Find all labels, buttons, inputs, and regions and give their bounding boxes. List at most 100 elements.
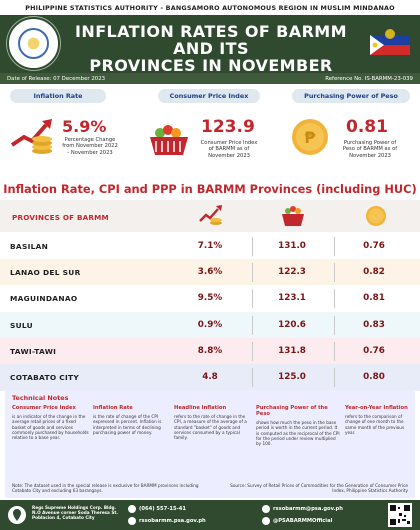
column-divider xyxy=(334,263,335,283)
note-inflation-rate: Inflation Rate is the rate of change of … xyxy=(93,405,171,435)
kpi-ppp-desc: Purchasing Power of Peso of BARMM as of … xyxy=(342,140,398,159)
kpi-cpi-label: Consumer Price Index xyxy=(158,89,260,103)
dataset-note: Note: The dataset used in the special re… xyxy=(12,483,199,494)
release-info-bar: Date of Release: 07 December 2023 Refere… xyxy=(0,73,420,84)
cpi-value: 123.1 xyxy=(278,293,306,304)
peso-coin-icon: ₱ xyxy=(292,119,328,155)
column-divider xyxy=(334,368,335,387)
website-contact[interactable]: rssobarmm.psa.gov.ph xyxy=(128,517,206,525)
facebook-link[interactable]: @PSABARMMOfficial xyxy=(273,518,333,524)
inflation-value: 3.6% xyxy=(197,267,223,278)
kpi-cpi-desc: Consumer Price Index of BARMM as of Nove… xyxy=(200,140,258,159)
facebook-icon xyxy=(262,517,270,525)
note-year-on-year-title: Year-on-Year Inflation xyxy=(345,405,408,411)
rising-arrow-coins-icon xyxy=(10,119,52,154)
ppp-value: 0.76 xyxy=(363,345,385,356)
inflation-value: 4.8 xyxy=(202,372,218,382)
website-link[interactable]: rssobarmm.psa.gov.ph xyxy=(139,518,206,524)
kpi-ppp: Purchasing Power of Peso ₱ 0.81 Purchasi… xyxy=(280,87,420,175)
cpi-value: 125.0 xyxy=(278,372,306,382)
ppp-value: 0.81 xyxy=(363,293,385,304)
kpi-cpi: Consumer Price Index 123.9 Consumer Pric… xyxy=(140,87,280,175)
note-headline-inflation-title: Headline Inflation xyxy=(174,405,227,411)
email-link[interactable]: rssobarmm@psa.gov.ph xyxy=(273,506,343,512)
shopping-basket-icon xyxy=(150,125,188,155)
email-icon xyxy=(262,505,270,513)
kpi-inflation: Inflation Rate 5.9% Percentage Change fr… xyxy=(0,87,140,175)
table-row: BASILAN 7.1% 131.0 0.76 xyxy=(0,233,420,260)
release-date: Date of Release: 07 December 2023 xyxy=(7,75,106,82)
title-line-1: INFLATION RATES OF BARMM AND ITS xyxy=(75,22,347,58)
province-name: LANAO DEL SUR xyxy=(10,268,81,278)
inflation-column-icon xyxy=(199,205,222,225)
table-title: Inflation Rate, CPI and PPP in BARMM Pro… xyxy=(3,182,417,196)
column-divider xyxy=(252,289,253,309)
ppp-column-icon xyxy=(366,206,386,226)
column-divider xyxy=(334,315,335,335)
psa-logo xyxy=(7,17,60,70)
kpi-ppp-label: Purchasing Power of Peso xyxy=(292,89,410,103)
kpi-inflation-label: Inflation Rate xyxy=(10,89,106,103)
ppp-value: 0.76 xyxy=(363,241,385,251)
table-header: PROVINCES OF BARMM xyxy=(0,200,420,232)
agency-banner: PHILIPPINE STATISTICS AUTHORITY - BANGSA… xyxy=(0,0,420,15)
column-divider xyxy=(334,289,335,309)
ppp-value: 0.82 xyxy=(363,267,385,278)
kpi-inflation-value: 5.9% xyxy=(62,117,107,136)
cpi-value: 120.6 xyxy=(278,319,306,330)
phone-contact: (064) 557-15-41 xyxy=(128,505,186,513)
inflation-value: 7.1% xyxy=(197,241,223,251)
kpi-inflation-desc: Percentage Change from November 2022 - N… xyxy=(62,137,118,156)
cpi-value: 131.0 xyxy=(278,241,306,251)
note-inflation-rate-title: Inflation Rate xyxy=(93,405,133,411)
column-divider xyxy=(252,237,253,256)
qr-code-icon[interactable] xyxy=(388,503,412,527)
note-inflation-rate-text: is the rate of change of the CPI express… xyxy=(93,414,162,435)
note-purchasing-power: Purchasing Power of the Peso shows how m… xyxy=(256,405,340,446)
cpi-value: 122.3 xyxy=(278,267,306,278)
footer: Regs Supreme Holdings Corp. Bldg. N.O Av… xyxy=(0,500,420,530)
location-logo-icon xyxy=(8,506,26,524)
note-headline-inflation: Headline Inflation refers to the rate of… xyxy=(174,405,252,440)
reference-number: Reference No. IS-BARMM-23-039 xyxy=(325,75,413,82)
note-cpi-title: Consumer Price Index xyxy=(12,405,76,411)
column-divider xyxy=(252,341,253,361)
province-name: SULU xyxy=(10,320,33,330)
kpi-cpi-value: 123.9 xyxy=(201,117,255,137)
note-headline-inflation-text: refers to the rate of change in the CPI,… xyxy=(174,414,247,441)
column-divider xyxy=(252,368,253,387)
province-column-header: PROVINCES OF BARMM xyxy=(12,213,109,222)
inflation-value: 8.8% xyxy=(197,345,223,356)
technical-notes: Technical Notes Consumer Price Index is … xyxy=(5,390,415,498)
note-purchasing-power-title: Purchasing Power of the Peso xyxy=(256,405,328,417)
table-row: LANAO DEL SUR 3.6% 122.3 0.82 xyxy=(0,259,420,287)
table-row: TAWI-TAWI 8.8% 131.8 0.76 xyxy=(0,337,420,365)
note-cpi: Consumer Price Index is an indicator of … xyxy=(12,405,90,440)
globe-icon xyxy=(128,517,136,525)
province-name: COTABATO CITY xyxy=(10,373,80,382)
philippine-flag-icon xyxy=(370,29,410,55)
technical-notes-title: Technical Notes xyxy=(12,394,69,402)
province-name: MAGUINDANAO xyxy=(10,294,78,304)
phone-icon xyxy=(128,505,136,513)
email-contact[interactable]: rssobarmm@psa.gov.ph xyxy=(262,505,343,513)
ppp-value: 0.83 xyxy=(363,319,385,330)
office-address: Regs Supreme Holdings Corp. Bldg. N.O Av… xyxy=(32,505,118,521)
column-divider xyxy=(252,315,253,335)
note-year-on-year-text: refers to the comparison of change of on… xyxy=(345,414,405,435)
ppp-value: 0.80 xyxy=(363,372,385,382)
facebook-contact[interactable]: @PSABARMMOfficial xyxy=(262,517,332,525)
kpi-ppp-value: 0.81 xyxy=(346,117,388,137)
note-year-on-year: Year-on-Year Inflation refers to the com… xyxy=(345,405,409,435)
column-divider xyxy=(334,341,335,361)
column-divider xyxy=(252,263,253,283)
province-name: BASILAN xyxy=(10,242,49,251)
column-divider xyxy=(334,237,335,256)
phone-number: (064) 557-15-41 xyxy=(139,506,186,512)
cpi-column-icon xyxy=(282,206,304,226)
inflation-value: 9.5% xyxy=(197,293,223,304)
note-purchasing-power-text: shows how much the peso in the base peri… xyxy=(256,420,340,447)
province-name: TAWI-TAWI xyxy=(10,346,57,356)
header: INFLATION RATES OF BARMM AND ITS PROVINC… xyxy=(0,15,420,91)
